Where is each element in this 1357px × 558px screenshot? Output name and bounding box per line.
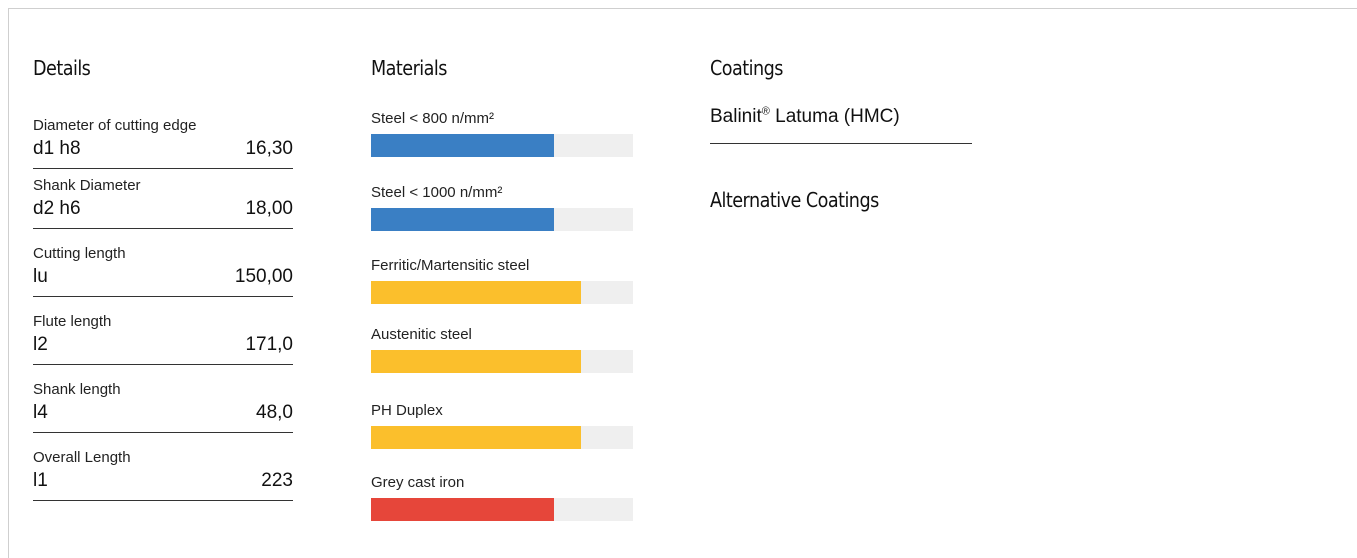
detail-label: Shank Diameter <box>33 177 141 194</box>
coating-name: Balinit <box>710 106 762 127</box>
material-label: Steel < 800 n/mm² <box>371 110 494 127</box>
material-label: Austenitic steel <box>371 326 472 343</box>
material-item: PH Duplex <box>371 402 633 450</box>
detail-row-l2: Flute length l2 171,0 <box>33 312 293 365</box>
detail-row-lu: Cutting length lu 150,00 <box>33 244 293 297</box>
material-label: Ferritic/Martensitic steel <box>371 257 530 274</box>
detail-row-l1: Overall Length l1 223 <box>33 448 293 501</box>
material-bar-fill <box>371 426 581 449</box>
detail-value: 171,0 <box>245 334 293 355</box>
material-item: Steel < 1000 n/mm² <box>371 184 633 232</box>
coating-main: Balinit® Latuma (HMC) <box>710 106 972 144</box>
detail-symbol: l2 <box>33 334 48 355</box>
detail-value: 48,0 <box>256 402 293 423</box>
detail-row-d1: Diameter of cutting edge d1 h8 16,30 <box>33 116 293 169</box>
material-bar-fill <box>371 208 555 231</box>
detail-symbol: d1 h8 <box>33 138 81 159</box>
material-bar-fill <box>371 498 555 521</box>
detail-symbol: lu <box>33 266 48 287</box>
material-item: Austenitic steel <box>371 326 633 374</box>
detail-symbol: l1 <box>33 470 48 491</box>
detail-label: Flute length <box>33 313 112 330</box>
registered-mark: ® <box>761 105 770 118</box>
detail-symbol: l4 <box>33 402 48 423</box>
alternative-coatings-title: Alternative Coatings <box>710 188 879 212</box>
coatings-title: Coatings <box>710 56 783 80</box>
material-bar-fill <box>371 134 555 157</box>
detail-symbol: d2 h6 <box>33 198 81 219</box>
detail-label: Shank length <box>33 381 121 398</box>
detail-label: Cutting length <box>33 245 126 262</box>
material-bar-track <box>371 498 633 521</box>
material-bar-fill <box>371 281 581 304</box>
material-label: Steel < 1000 n/mm² <box>371 184 503 201</box>
material-label: Grey cast iron <box>371 474 465 491</box>
detail-label: Overall Length <box>33 449 131 466</box>
content-frame <box>8 8 1357 558</box>
material-bar-track <box>371 134 633 157</box>
material-bar-track <box>371 350 633 373</box>
coating-suffix: Latuma (HMC) <box>769 106 900 127</box>
material-bar-fill <box>371 350 581 373</box>
detail-row-d2: Shank Diameter d2 h6 18,00 <box>33 176 293 229</box>
material-item: Steel < 800 n/mm² <box>371 110 633 158</box>
material-label: PH Duplex <box>371 402 443 419</box>
material-item: Ferritic/Martensitic steel <box>371 257 633 305</box>
material-bar-track <box>371 208 633 231</box>
materials-title: Materials <box>371 56 447 80</box>
detail-value: 150,00 <box>234 266 293 287</box>
details-title: Details <box>33 56 91 80</box>
detail-value: 223 <box>261 470 293 491</box>
detail-value: 18,00 <box>245 198 293 219</box>
material-bar-track <box>371 426 633 449</box>
detail-row-l4: Shank length l4 48,0 <box>33 380 293 433</box>
material-bar-track <box>371 281 633 304</box>
detail-value: 16,30 <box>245 138 293 159</box>
detail-label: Diameter of cutting edge <box>33 117 197 134</box>
material-item: Grey cast iron <box>371 474 633 522</box>
